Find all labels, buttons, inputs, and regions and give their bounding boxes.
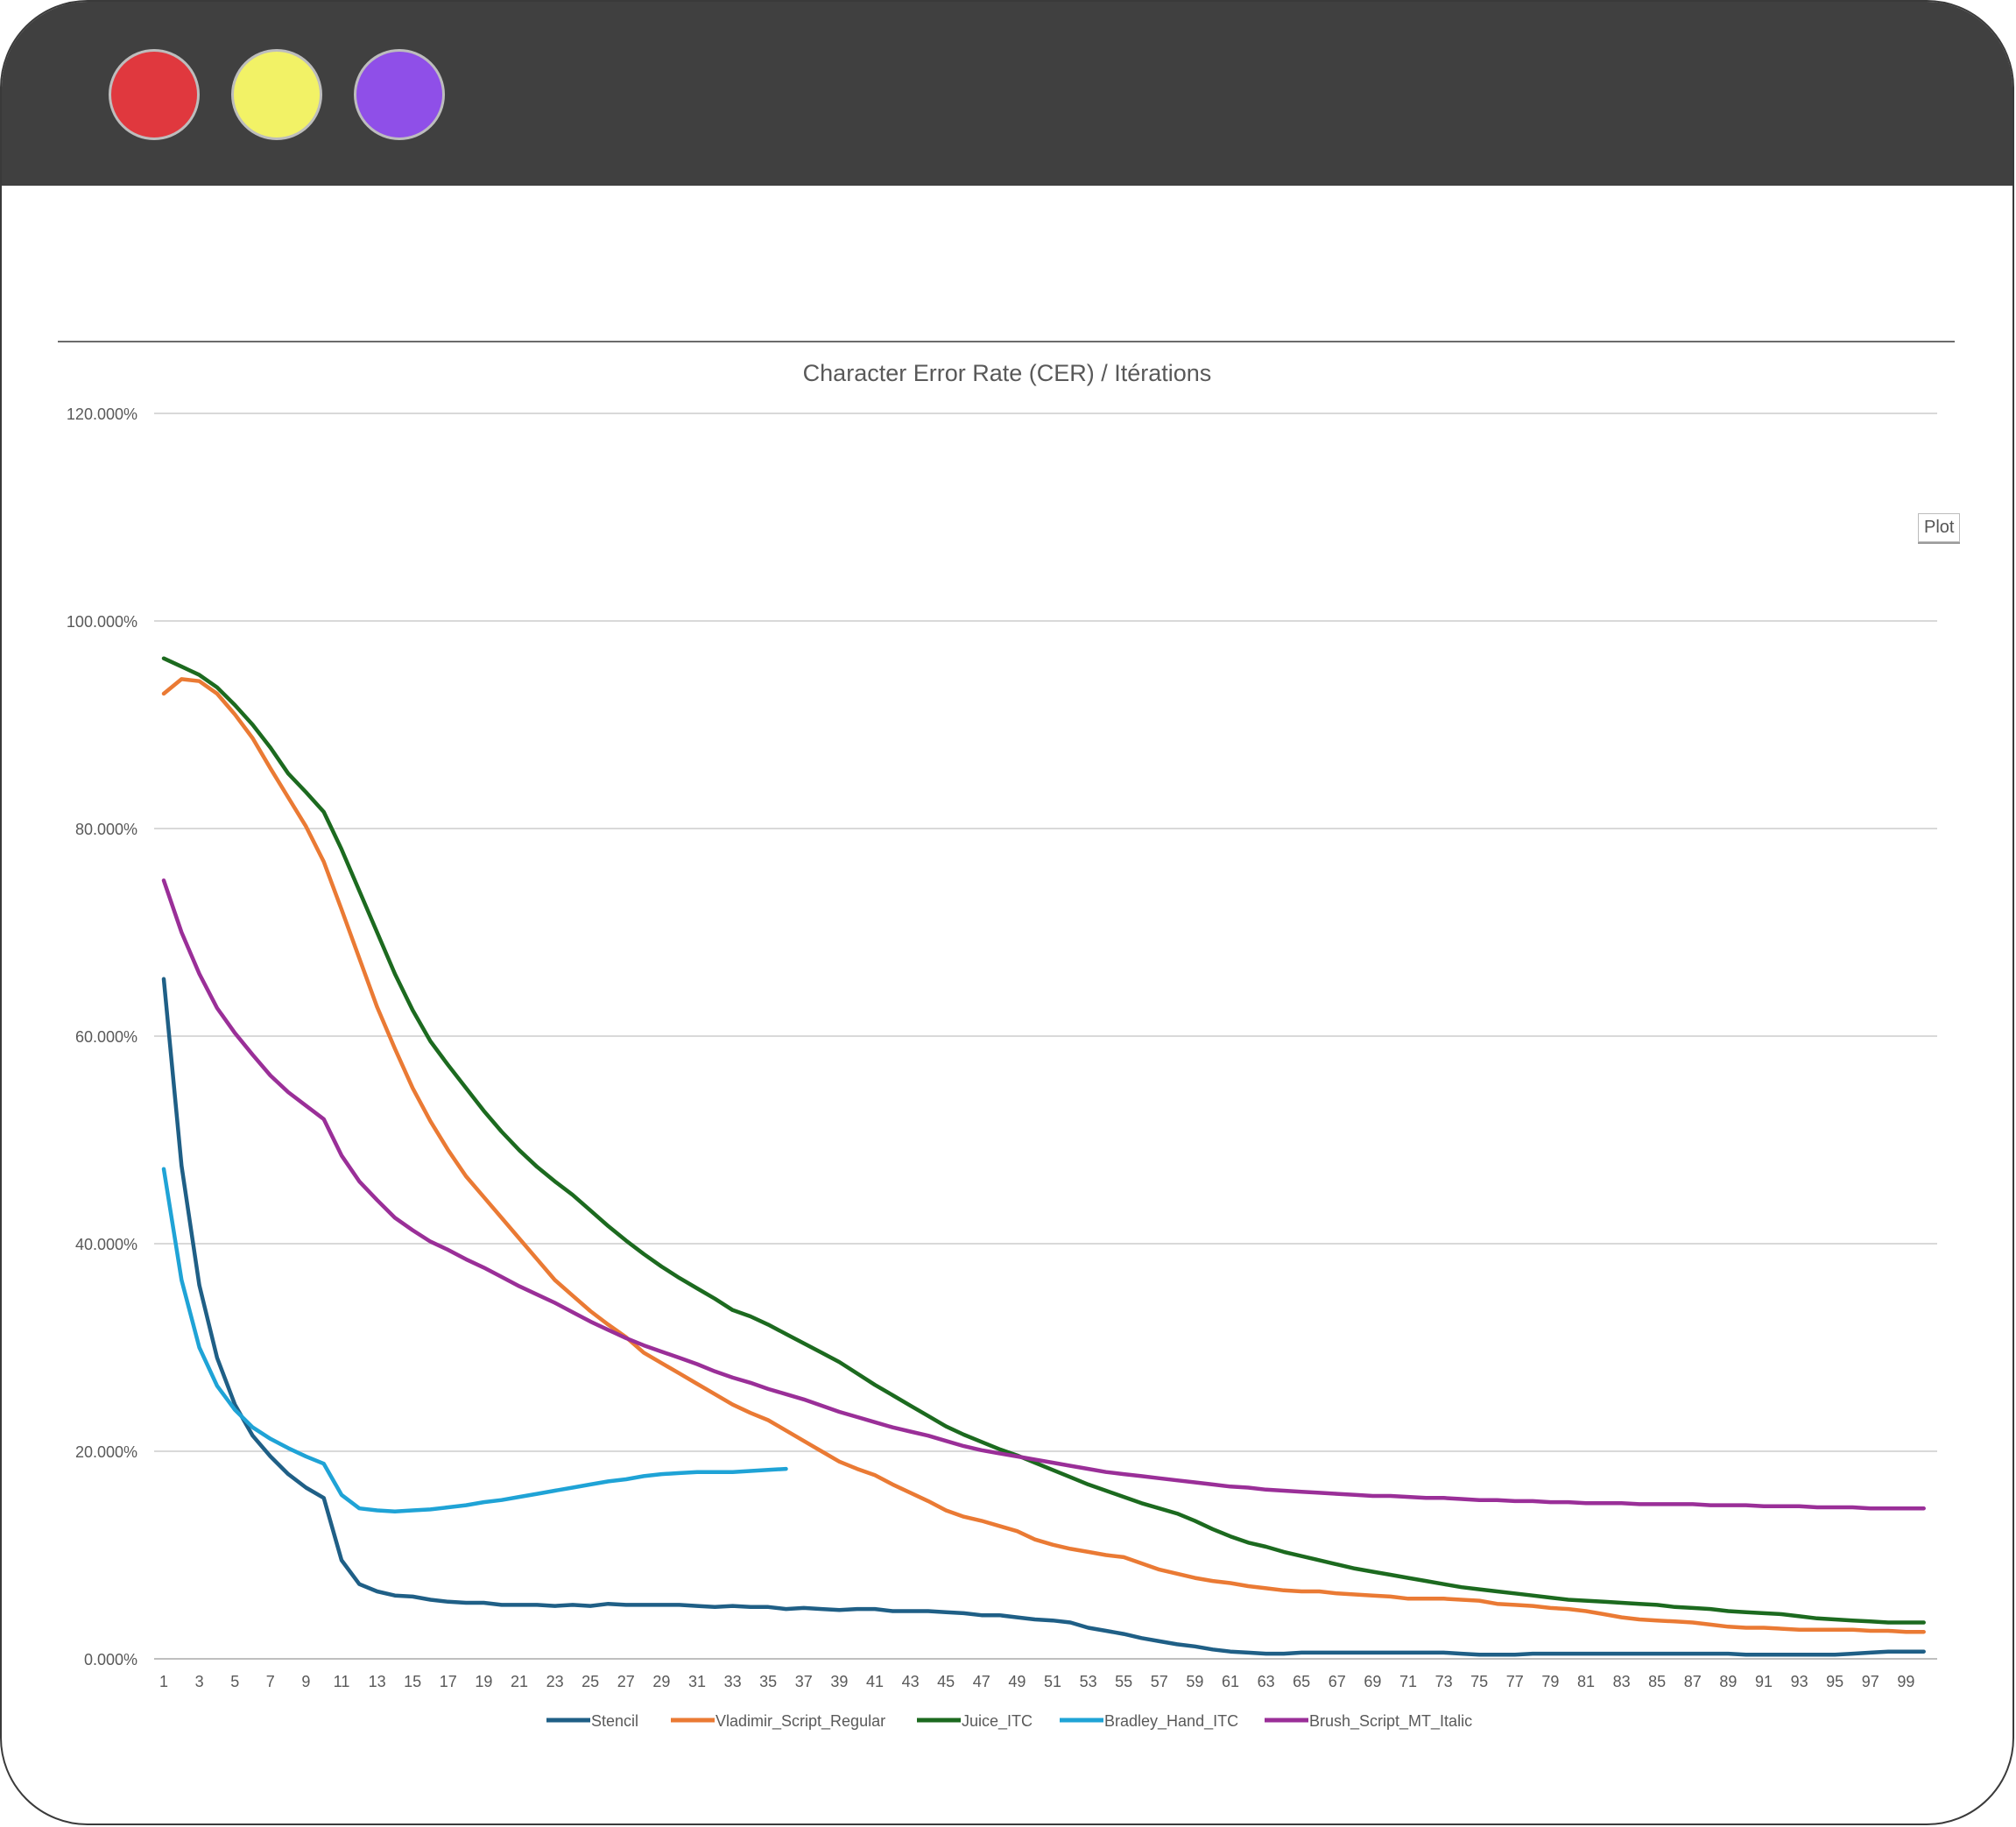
chart-series-lines <box>161 656 1926 1657</box>
legend-label: Juice_ITC <box>962 1712 1033 1731</box>
x-tick-label: 99 <box>1897 1673 1914 1690</box>
y-tick-label: 0.000% <box>84 1651 137 1668</box>
y-axis-tick-labels: 0.000% 20.000% 40.000% 60.000% 80.000% 100.00… <box>67 406 137 1668</box>
y-tick-label: 20.000% <box>75 1443 137 1461</box>
x-tick-label: 1 <box>159 1673 168 1690</box>
chart-gridlines <box>154 413 1937 1660</box>
y-tick-label: 100.000% <box>67 613 137 631</box>
x-axis-tick-labels: 1 3 5 7 9 11 13 15 17 19 21 23 25 27 29 31 33 35 37 39 41 43 4… <box>159 1673 1914 1690</box>
x-tick-label: 97 <box>1862 1673 1879 1690</box>
legend-label: Bradley_Hand_ITC <box>1104 1712 1238 1731</box>
series-line-stencil <box>161 977 1926 1657</box>
x-tick-label: 89 <box>1719 1673 1737 1690</box>
x-tick-label: 3 <box>195 1673 204 1690</box>
x-tick-label: 37 <box>795 1673 813 1690</box>
x-tick-label: 63 <box>1258 1673 1275 1690</box>
x-tick-label: 17 <box>440 1673 457 1690</box>
maximize-window-button[interactable] <box>354 49 445 140</box>
window-titlebar <box>2 2 2012 186</box>
x-tick-label: 55 <box>1115 1673 1132 1690</box>
x-tick-label: 43 <box>902 1673 920 1690</box>
x-tick-label: 35 <box>759 1673 777 1690</box>
x-tick-label: 81 <box>1577 1673 1595 1690</box>
x-tick-label: 75 <box>1470 1673 1488 1690</box>
series-line-bradley-hand-itc <box>161 1167 788 1513</box>
x-tick-label: 15 <box>404 1673 421 1690</box>
x-tick-label: 29 <box>652 1673 670 1690</box>
x-tick-label: 33 <box>724 1673 742 1690</box>
x-tick-label: 91 <box>1755 1673 1773 1690</box>
y-tick-label: 60.000% <box>75 1028 137 1046</box>
series-line-juice-itc <box>161 656 1926 1625</box>
x-tick-label: 51 <box>1044 1673 1061 1690</box>
x-tick-label: 9 <box>301 1673 310 1690</box>
x-tick-label: 11 <box>334 1673 350 1690</box>
x-tick-label: 31 <box>688 1673 706 1690</box>
legend-label: Stencil <box>591 1712 638 1730</box>
x-tick-label: 71 <box>1399 1673 1417 1690</box>
x-tick-label: 59 <box>1186 1673 1203 1690</box>
chart-title: Character Error Rate (CER) / Itérations <box>803 360 1212 386</box>
x-tick-label: 69 <box>1364 1673 1381 1690</box>
x-tick-label: 25 <box>582 1673 599 1690</box>
x-tick-label: 95 <box>1826 1673 1843 1690</box>
x-tick-label: 23 <box>546 1673 564 1690</box>
x-tick-label: 61 <box>1222 1673 1239 1690</box>
chart-legend: Stencil Vladimir_Script_Regular Juice_ITC B… <box>546 1712 1472 1731</box>
x-tick-label: 13 <box>369 1673 386 1690</box>
x-tick-label: 5 <box>230 1673 239 1690</box>
x-tick-label: 65 <box>1293 1673 1310 1690</box>
x-tick-label: 41 <box>866 1673 884 1690</box>
x-tick-label: 79 <box>1541 1673 1559 1690</box>
x-tick-label: 47 <box>973 1673 990 1690</box>
y-tick-label: 80.000% <box>75 821 137 838</box>
x-tick-label: 93 <box>1791 1673 1808 1690</box>
legend-label: Vladimir_Script_Regular <box>715 1712 885 1731</box>
y-tick-label: 40.000% <box>75 1236 137 1253</box>
x-tick-label: 49 <box>1008 1673 1026 1690</box>
x-tick-label: 27 <box>617 1673 635 1690</box>
x-tick-label: 19 <box>475 1673 492 1690</box>
y-tick-label: 120.000% <box>67 406 137 423</box>
x-tick-label: 39 <box>830 1673 848 1690</box>
series-line-brush-script-mt-italic <box>161 878 1926 1511</box>
minimize-window-button[interactable] <box>231 49 322 140</box>
close-window-button[interactable] <box>109 49 200 140</box>
x-tick-label: 83 <box>1613 1673 1631 1690</box>
series-line-vladimir-script-regular <box>161 677 1926 1634</box>
plot-area-tooltip: Plot <box>1918 513 1961 542</box>
legend-label: Brush_Script_MT_Italic <box>1309 1712 1472 1731</box>
x-tick-label: 45 <box>937 1673 955 1690</box>
x-tick-label: 57 <box>1151 1673 1168 1690</box>
x-tick-label: 87 <box>1684 1673 1702 1690</box>
x-tick-label: 85 <box>1648 1673 1666 1690</box>
x-tick-label: 53 <box>1080 1673 1097 1690</box>
x-tick-label: 21 <box>511 1673 528 1690</box>
x-tick-label: 73 <box>1435 1673 1453 1690</box>
x-tick-label: 7 <box>266 1673 275 1690</box>
x-tick-label: 77 <box>1506 1673 1524 1690</box>
x-tick-label: 67 <box>1329 1673 1346 1690</box>
